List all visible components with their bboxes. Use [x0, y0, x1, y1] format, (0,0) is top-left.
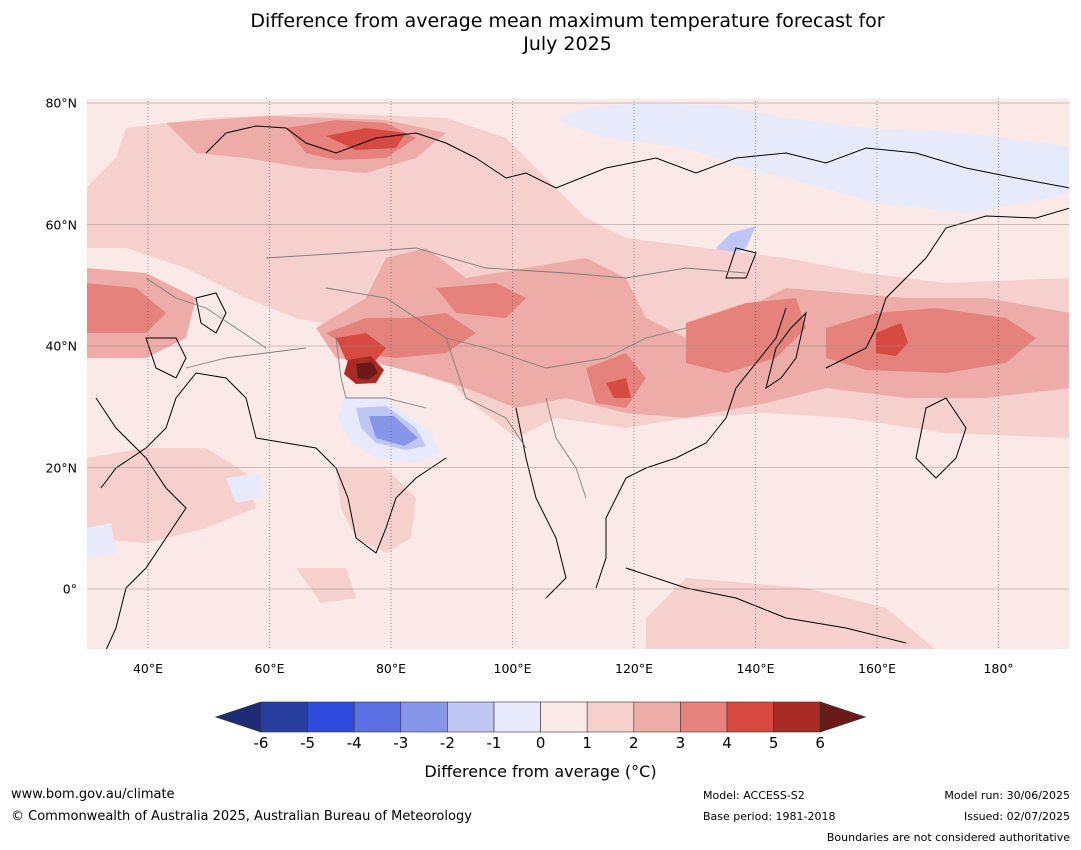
colorbar-swatch [353, 701, 402, 733]
footer-issued: Issued: 02/07/2025 [963, 810, 1070, 823]
colorbar-swatch [400, 701, 448, 733]
colorbar-swatch [726, 701, 774, 733]
latitude-tick-label: 0° [62, 581, 77, 597]
latitude-tick-label: 80°N [45, 95, 77, 111]
colorbar-tick-label: -6 [253, 734, 269, 752]
colorbar-swatch [260, 701, 308, 733]
colorbar-tick-label: -3 [393, 734, 409, 752]
latitude-tick-label: 60°N [45, 217, 77, 232]
map-title: Difference from average mean maximum tem… [0, 10, 1081, 56]
colorbar-tick-label: -5 [300, 734, 316, 752]
longitude-tick-label: 140°E [736, 661, 775, 676]
longitude-tick-label: 100°E [493, 661, 532, 676]
colorbar-tick-label: 0 [535, 734, 546, 752]
colorbar-swatch [633, 701, 681, 733]
footer-model: Model: ACCESS-S2 [703, 789, 805, 802]
longitude-tick-label: 160°E [857, 661, 897, 676]
colorbar-tick-label: 6 [815, 734, 825, 752]
temperature-anomaly-map [86, 98, 1070, 650]
colorbar-swatch [773, 701, 821, 733]
colorbar [215, 701, 867, 733]
colorbar-tick-label: -4 [346, 734, 362, 752]
colorbar-label: Difference from average (°C) [424, 762, 657, 781]
latitude-tick-label: 40°N [45, 338, 77, 354]
colorbar-tick-label: 3 [675, 734, 686, 752]
map-canvas [86, 98, 1070, 650]
colorbar-tick-label: 2 [629, 734, 639, 752]
colorbar-tick-label: 4 [722, 734, 732, 752]
colorbar-swatch [540, 701, 588, 733]
footer-copyright: © Commonwealth of Australia 2025, Austra… [11, 809, 472, 824]
map-title-line-1: Difference from average mean maximum tem… [250, 10, 885, 32]
colorbar-under-arrow [215, 701, 262, 733]
footer-base-period: Base period: 1981-2018 [703, 810, 836, 823]
anomaly-hotspot [344, 356, 384, 384]
longitude-tick-label: 180° [983, 661, 1014, 676]
footer-model-run: Model run: 30/06/2025 [944, 789, 1070, 802]
colorbar-over-arrow [819, 701, 867, 733]
colorbar-swatch [586, 701, 635, 733]
map-title-line-2: July 2025 [523, 33, 612, 55]
latitude-tick-label: 20°N [45, 460, 77, 475]
colorbar-swatch [447, 701, 495, 733]
colorbar-swatch [493, 701, 541, 733]
coastlines [95, 125, 1070, 650]
colorbar-tick-label: 5 [768, 734, 779, 752]
graticule [86, 98, 1070, 650]
longitude-tick-label: 40°E [132, 661, 164, 676]
country-boundaries [145, 247, 747, 499]
colorbar-tick-label: -2 [439, 734, 455, 752]
longitude-tick-label: 120°E [614, 661, 654, 676]
longitude-tick-label: 60°E [254, 661, 285, 676]
footer-website: www.bom.gov.au/climate [11, 787, 175, 802]
colorbar-swatch [680, 701, 728, 733]
footer-disclaimer: Boundaries are not considered authoritat… [826, 831, 1070, 844]
colorbar-tick-label: -1 [486, 734, 502, 752]
longitude-tick-label: 80°E [375, 661, 407, 676]
colorbar-swatch [307, 701, 355, 733]
colorbar-tick-label: 1 [582, 734, 592, 752]
anomaly-region-plus4 [326, 128, 908, 398]
